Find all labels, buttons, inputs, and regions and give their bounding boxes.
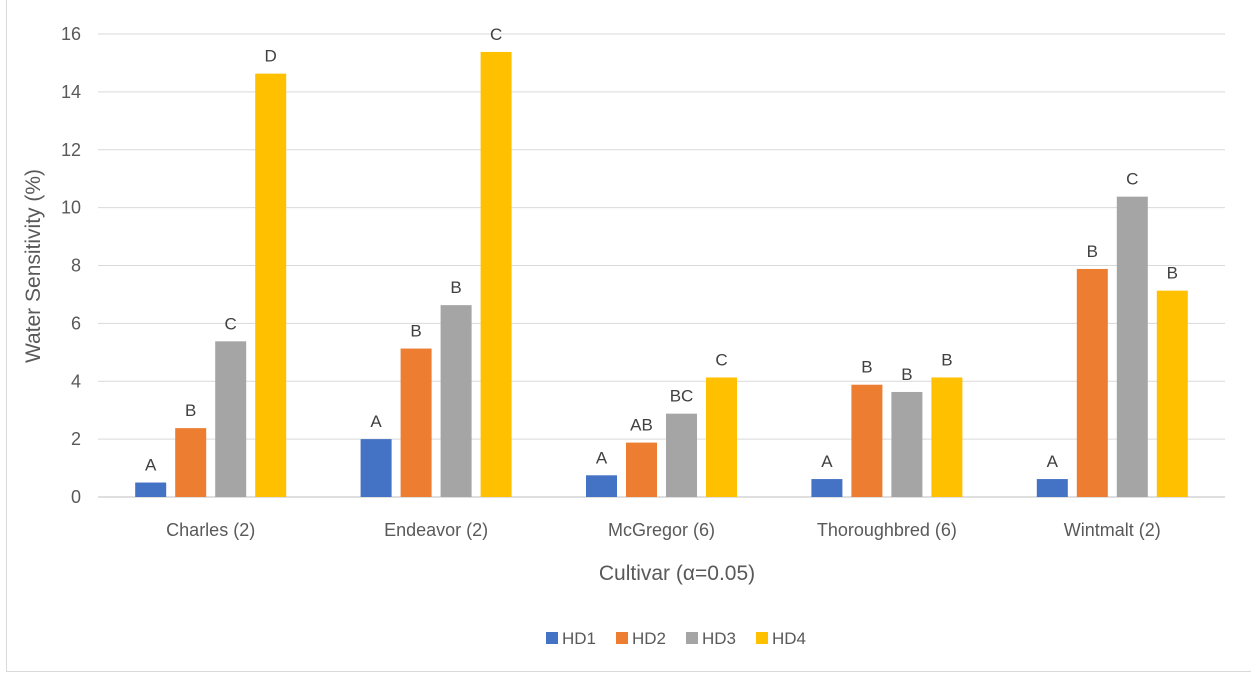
bar-hd1 <box>135 482 167 497</box>
bar-hd3 <box>440 305 472 497</box>
y-tick-label: 0 <box>71 487 81 507</box>
bar-hd4 <box>706 377 737 497</box>
y-tick-label: 4 <box>71 371 81 391</box>
bar-data-label: B <box>185 401 196 420</box>
legend-label: HD1 <box>562 629 596 648</box>
chart-frame <box>6 0 1251 672</box>
x-tick-label: Thoroughbred (6) <box>817 520 957 540</box>
bar-hd3 <box>215 341 247 497</box>
bar-hd4 <box>255 73 287 497</box>
bar-data-label: B <box>861 358 872 377</box>
legend-swatch <box>616 632 628 644</box>
gridlines <box>98 33 1225 498</box>
legend-swatch <box>756 632 768 644</box>
legend-item-hd2: HD2 <box>616 629 666 648</box>
bar-hd2 <box>175 428 207 497</box>
bar-hd3 <box>1116 196 1148 497</box>
bar-data-label: B <box>941 350 952 369</box>
bar-hd2 <box>851 384 883 497</box>
x-tick-label: Charles (2) <box>166 520 255 540</box>
bars <box>135 51 1188 497</box>
bar-data-label: A <box>370 412 382 431</box>
bar-data-label: B <box>1087 242 1098 261</box>
x-axis-title: Cultivar (α=0.05) <box>599 562 755 585</box>
y-axis-ticks: 0 2 4 6 8 10 12 14 16 <box>61 24 81 507</box>
bar-data-label: D <box>265 47 277 66</box>
bar-data-label: A <box>821 452 833 471</box>
legend: HD1 HD2 HD3 HD4 <box>546 629 806 648</box>
x-tick-label: Endeavor (2) <box>384 520 488 540</box>
bar-hd1 <box>811 479 843 497</box>
y-tick-label: 2 <box>71 429 81 449</box>
bar-data-label: BC <box>670 387 694 406</box>
bar-hd1 <box>1036 479 1068 497</box>
legend-item-hd1: HD1 <box>546 629 596 648</box>
bar-data-label: C <box>1126 170 1138 189</box>
legend-label: HD2 <box>632 629 666 648</box>
y-tick-label: 16 <box>61 24 81 44</box>
bar-data-label: A <box>596 448 608 467</box>
bar-data-label: A <box>1047 452 1059 471</box>
bar-hd1 <box>360 439 392 497</box>
legend-label: HD3 <box>702 629 736 648</box>
legend-swatch <box>686 632 698 644</box>
legend-item-hd3: HD3 <box>686 629 736 648</box>
bar-data-label: AB <box>630 416 653 435</box>
bar-data-label: C <box>490 25 502 44</box>
bar-data-label: C <box>225 314 237 333</box>
bar-data-label: B <box>1167 264 1178 283</box>
bar-hd2 <box>400 348 432 497</box>
y-tick-label: 8 <box>71 256 81 276</box>
bar-hd4 <box>480 51 512 497</box>
bar-data-label: B <box>410 322 421 341</box>
x-axis-ticks: Charles (2) Endeavor (2) McGregor (6) Thoro… <box>166 520 1161 540</box>
bar-data-label: A <box>145 456 157 475</box>
y-tick-label: 14 <box>61 82 81 102</box>
y-tick-label: 6 <box>71 313 81 333</box>
bar-hd3 <box>666 413 697 497</box>
bar-hd2 <box>626 442 657 497</box>
bar-hd3 <box>891 391 923 497</box>
bar-hd1 <box>586 475 617 497</box>
legend-item-hd4: HD4 <box>756 629 806 648</box>
bar-hd2 <box>1076 268 1108 497</box>
bar-data-label: B <box>450 278 461 297</box>
legend-label: HD4 <box>772 629 806 648</box>
x-tick-label: Wintmalt (2) <box>1064 520 1161 540</box>
y-tick-label: 12 <box>61 140 81 160</box>
bar-data-label: C <box>715 350 727 369</box>
y-tick-label: 10 <box>61 198 81 218</box>
bar-hd4 <box>1156 290 1188 497</box>
bar-data-label: B <box>901 365 912 384</box>
x-tick-label: McGregor (6) <box>608 520 715 540</box>
y-axis-title: Water Sensitivity (%) <box>22 169 45 363</box>
bar-hd4 <box>931 377 963 497</box>
legend-swatch <box>546 632 558 644</box>
